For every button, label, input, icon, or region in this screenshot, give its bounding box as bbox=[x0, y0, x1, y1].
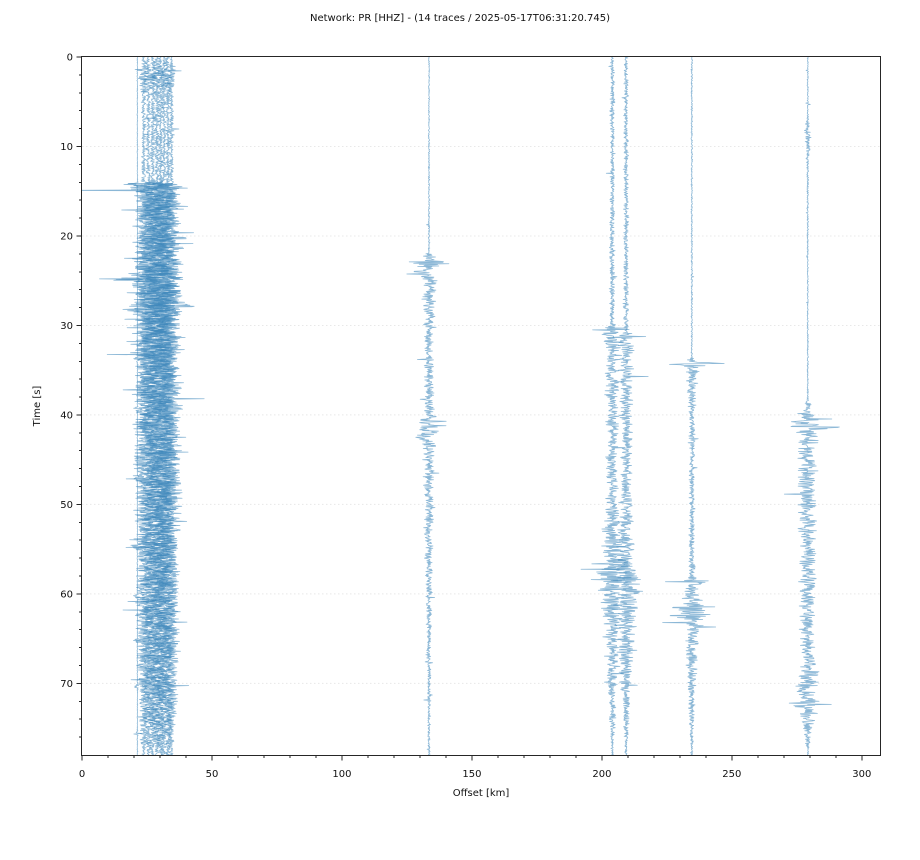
y-tick-label: 0 bbox=[67, 53, 73, 64]
trace-layer bbox=[82, 57, 840, 755]
figure-title: Network: PR [HHZ] - (14 traces / 2025-05… bbox=[310, 13, 610, 24]
seismic-trace bbox=[783, 57, 840, 755]
seismic-trace bbox=[406, 57, 450, 755]
seismic-trace bbox=[662, 57, 725, 755]
seismic-trace bbox=[580, 57, 649, 755]
seismic-trace bbox=[590, 57, 639, 755]
y-axis-label: Time [s] bbox=[32, 386, 43, 428]
x-tick-label: 300 bbox=[852, 769, 871, 780]
plot-frame bbox=[81, 56, 881, 756]
x-tick-label: 0 bbox=[79, 769, 85, 780]
seismic-trace bbox=[140, 57, 205, 755]
seismic-trace bbox=[124, 57, 195, 755]
grid-lines bbox=[82, 146, 880, 684]
axis-text: 0 50 100 150 200 250 300 0 10 20 30 40 50 60 70 Offset … bbox=[32, 53, 871, 800]
y-tick-label: 40 bbox=[60, 410, 73, 421]
x-tick-label: 250 bbox=[722, 769, 741, 780]
y-tick-label: 20 bbox=[60, 232, 73, 243]
x-tick-label: 150 bbox=[462, 769, 481, 780]
x-tick-label: 100 bbox=[332, 769, 351, 780]
x-axis-label: Offset [km] bbox=[453, 788, 510, 799]
y-tick-label: 10 bbox=[60, 142, 73, 153]
y-tick-label: 70 bbox=[60, 679, 73, 690]
seismic-trace bbox=[136, 57, 178, 755]
y-tick-label: 60 bbox=[60, 589, 73, 600]
x-tick-label: 50 bbox=[206, 769, 219, 780]
y-tick-label: 30 bbox=[60, 321, 73, 332]
x-tick-label: 200 bbox=[592, 769, 611, 780]
y-tick-label: 50 bbox=[60, 500, 73, 511]
axes bbox=[76, 56, 881, 761]
seismic-trace bbox=[123, 57, 143, 755]
